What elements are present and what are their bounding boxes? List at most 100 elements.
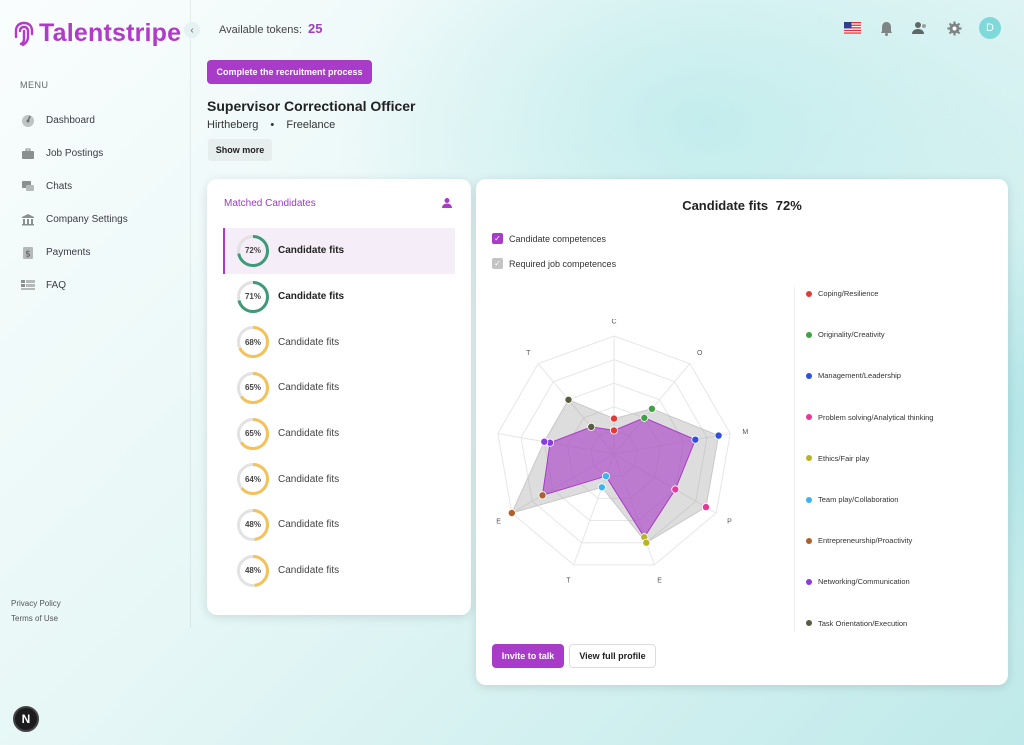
match-score-ring: 64% [236,462,270,496]
show-more-button[interactable]: Show more [208,139,272,161]
us-flag-icon[interactable] [843,19,861,37]
candidate-label: Candidate fits [278,473,340,485]
candidate-competences-area [541,417,696,539]
gear-icon[interactable] [945,19,963,37]
match-percent: 72% [244,246,261,256]
sidebar-item-label: Dashboard [46,115,95,126]
legend-label: Coping/Resilience [818,289,879,298]
collapse-sidebar-button[interactable]: ‹ [184,22,200,38]
legend-dot [806,455,812,462]
candidate-row[interactable]: 68% Candidate fits [223,319,455,365]
candidate-row[interactable]: 48% Candidate fits [223,502,455,548]
fit-title-percent: 72% [775,198,802,213]
radar-axis-label: O [697,350,703,357]
match-score-ring: 65% [236,417,270,451]
required-point [701,503,710,512]
required-competences-label: Required job competences [509,258,617,269]
svg-text:$: $ [25,249,31,259]
radar-grid-ring [497,335,731,566]
matched-candidates-card: Matched Candidates 72% Candidate fits 71% C… [207,179,471,615]
sidebar-item-company-settings[interactable]: Company Settings [19,203,128,236]
legend-label: Management/Leadership [818,371,901,381]
candidate-label: Candidate fits [278,519,340,531]
job-meta: Hirtheberg • Freelance [207,119,335,131]
meta-separator: • [270,119,275,131]
person-icon[interactable] [441,196,455,210]
candidate-row[interactable]: 48% Candidate fits [223,548,455,594]
tokens-info: Available tokens: 25 [219,21,323,36]
brand-logo[interactable]: Talentstripe [13,19,181,48]
required-point [647,404,656,413]
candidate-label: Candidate fits [278,382,340,394]
candidate-competences-toggle[interactable]: ✓ Candidate competences [492,233,606,244]
user-avatar[interactable]: D [979,17,1001,39]
sidebar-footer: Privacy Policy Terms of Use [11,596,61,626]
complete-recruitment-button[interactable]: Complete the recruitment process [207,60,372,84]
legend-dot [806,537,812,544]
sidebar-item-dashboard[interactable]: Dashboard [19,104,128,137]
candidate-row[interactable]: 65% Candidate fits [223,365,455,411]
users-icon[interactable] [911,19,929,37]
chevron-left-icon: ‹ [190,24,194,36]
legend-dot [806,290,812,297]
radar-axis-label: E [657,577,662,584]
legend-item: Task Orientation/Execution [806,619,907,628]
radar-axis-label: T [566,577,571,584]
required-point [610,414,619,423]
match-percent: 71% [244,292,261,302]
candidate-row[interactable]: 65% Candidate fits [223,411,455,457]
sidebar-item-label: Company Settings [46,214,128,225]
required-point [564,395,573,404]
candidate-point [640,413,649,422]
sidebar: Talentstripe ‹ MENU Dashboard Job Postin… [0,0,200,628]
terms-of-use-link[interactable]: Terms of Use [11,614,59,623]
view-full-profile-button[interactable]: View full profile [569,644,656,668]
legend-label: Ethics/Fair play [818,453,870,463]
candidate-row[interactable]: 64% Candidate fits [223,456,455,502]
legend-dot [806,372,812,379]
legend-dot [806,496,812,503]
invite-to-talk-button[interactable]: Invite to talk [492,644,564,668]
menu-label: MENU [20,80,49,90]
chat-icon [19,180,37,194]
radar-axis-label: M [742,429,748,436]
ring-progress [237,417,269,450]
legend-dot [806,620,812,627]
job-title: Supervisor Correctional Officer [207,98,416,114]
sidebar-item-chats[interactable]: Chats [19,170,128,203]
checkbox-checked-icon[interactable]: ✓ [492,233,503,244]
required-point [540,437,549,446]
candidate-point [610,426,619,435]
legend-dot [806,331,812,338]
match-score-ring: 48% [236,508,270,542]
candidate-label: Candidate fits [278,565,340,577]
ring-progress [237,326,269,359]
sidebar-item-payments[interactable]: $ Payments [19,236,128,269]
candidate-label: Candidate fits [278,336,340,348]
fit-title: Candidate fits 72% [476,198,1008,213]
legend-label: Team play/Collaboration [818,495,899,504]
ring-progress [237,463,269,496]
ring-progress [237,234,269,267]
candidate-point [671,485,680,494]
legend-dot [806,414,812,421]
radar-axis-label: C [611,319,616,326]
match-percent: 64% [244,474,261,484]
candidate-row[interactable]: 72% Candidate fits [223,228,455,274]
required-competences-toggle[interactable]: ✓ Required job competences [492,258,616,269]
candidate-row[interactable]: 71% Candidate fits [223,274,455,320]
legend-label: Problem solving/Analytical thinking [818,412,934,422]
fingerprint-logo-icon [14,21,34,46]
match-percent: 65% [244,429,261,439]
legend-item: Coping/Resilience [806,289,878,298]
sidebar-item-label: FAQ [46,280,67,291]
candidate-point [538,491,547,500]
sidebar-item-job-postings[interactable]: Job Postings [19,137,128,170]
checkbox-checked-icon[interactable]: ✓ [492,258,503,269]
radar-axis-label: T [526,350,531,357]
sidebar-item-faq[interactable]: FAQ [19,269,128,302]
bell-icon[interactable] [877,19,895,37]
candidate-label: Candidate fits [278,245,345,257]
privacy-policy-link[interactable]: Privacy Policy [11,599,61,608]
next-badge[interactable]: N [13,706,39,732]
